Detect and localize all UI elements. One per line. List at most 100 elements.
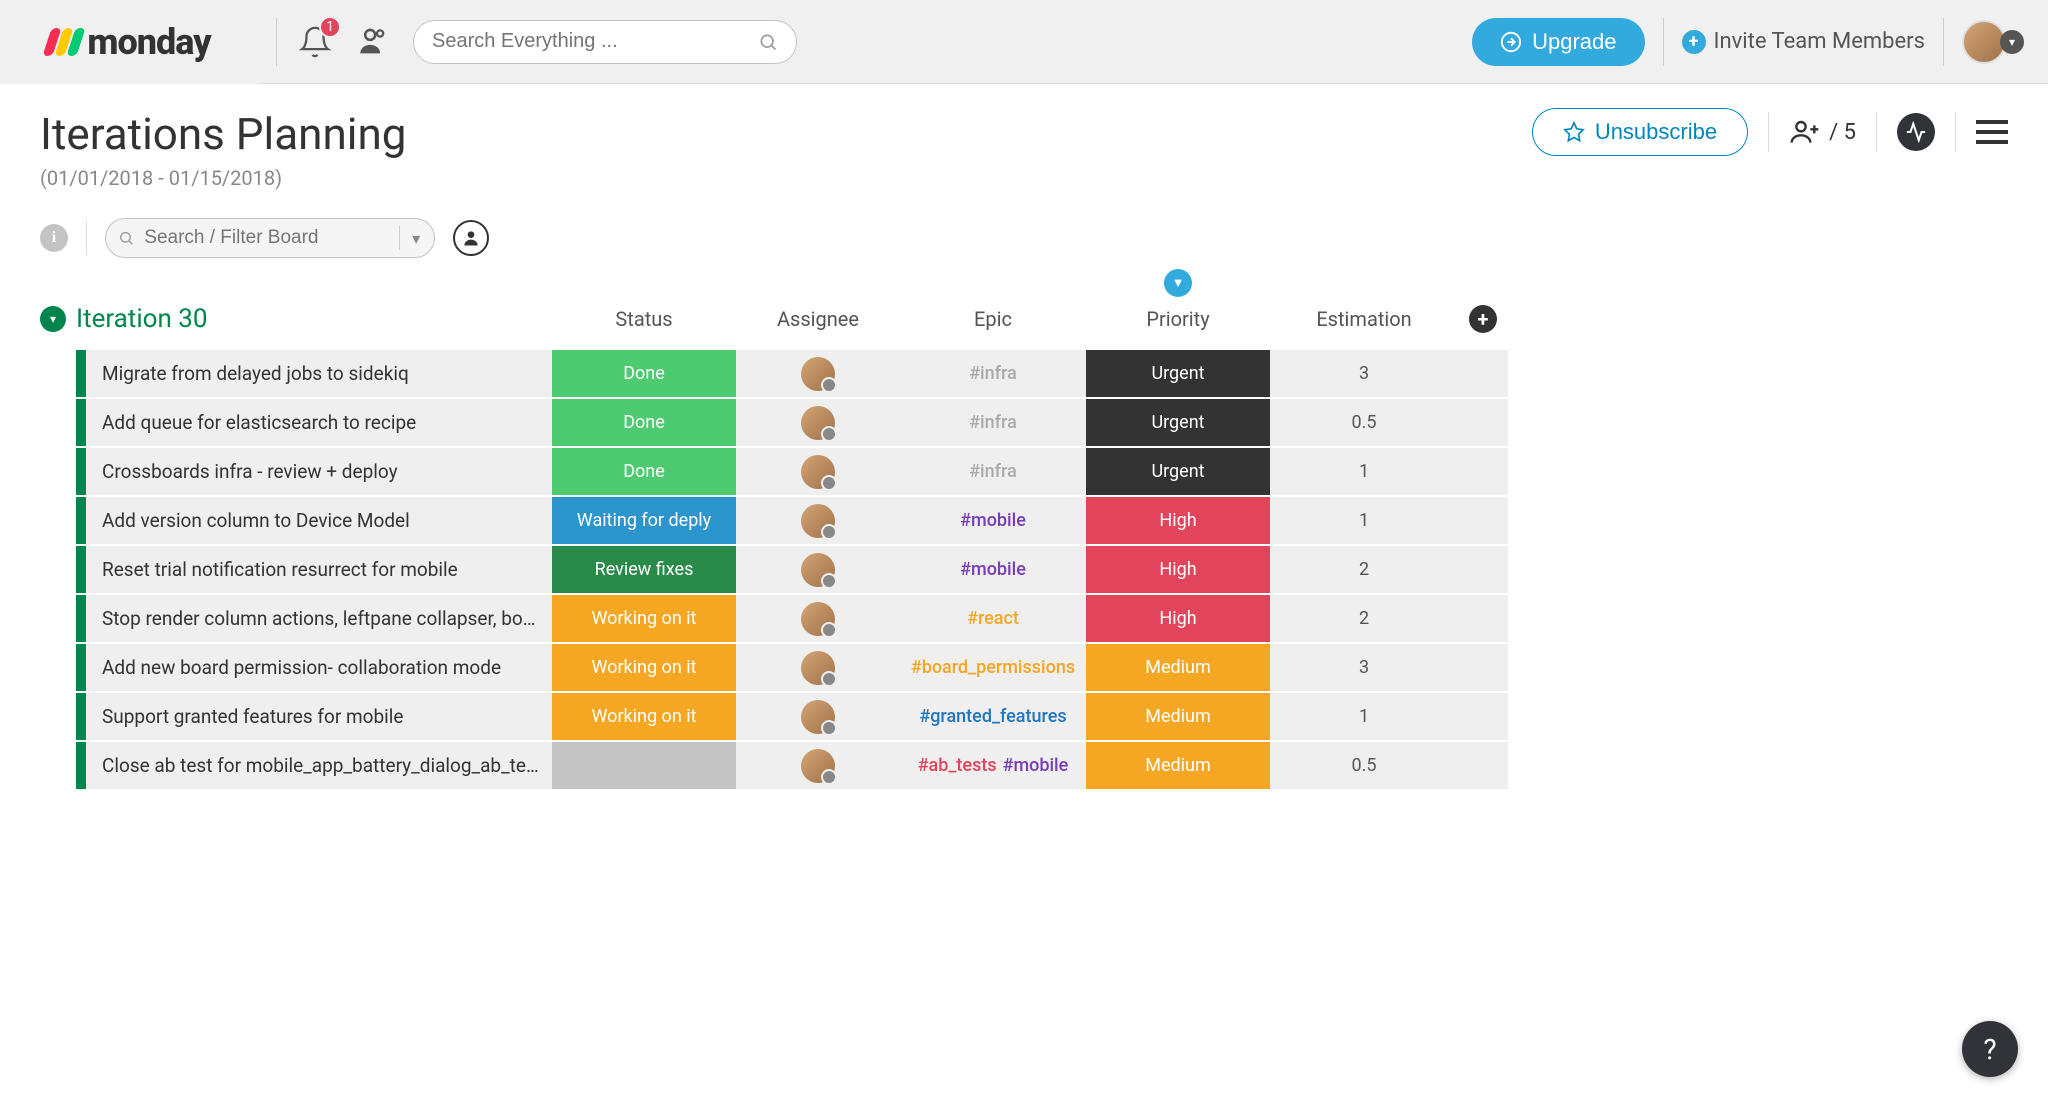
table-row[interactable]: Reset trial notification resurrect for m… [40, 546, 2008, 593]
epic-cell[interactable]: #infra [900, 399, 1086, 446]
assignee-cell[interactable] [736, 644, 900, 691]
board-members-button[interactable]: / 5 [1789, 116, 1856, 148]
epic-tag[interactable]: #mobile [960, 510, 1026, 531]
invite-members-button[interactable]: + Invite Team Members [1682, 29, 1925, 54]
status-cell[interactable]: Working on it [552, 693, 736, 740]
column-header-assignee[interactable]: Assignee [736, 305, 900, 333]
priority-cell[interactable]: High [1086, 595, 1270, 642]
sort-indicator-icon[interactable]: ▼ [1164, 269, 1192, 297]
epic-tag[interactable]: #ab_tests [918, 755, 997, 776]
assignee-cell[interactable] [736, 350, 900, 397]
table-row[interactable]: Add queue for elasticsearch to recipeDon… [40, 399, 2008, 446]
column-header-epic[interactable]: Epic [900, 305, 1086, 333]
priority-cell[interactable]: Urgent [1086, 399, 1270, 446]
chevron-down-icon[interactable]: ▾ [399, 226, 422, 250]
info-button[interactable]: i [40, 224, 68, 252]
table-row[interactable]: Close ab test for mobile_app_battery_dia… [40, 742, 2008, 789]
user-menu[interactable]: ▾ [1962, 20, 2024, 64]
assignee-cell[interactable] [736, 399, 900, 446]
epic-tag[interactable]: #mobile [960, 559, 1026, 580]
epic-tag[interactable]: #infra [969, 363, 1017, 384]
epic-tag[interactable]: #infra [969, 412, 1017, 433]
assignee-cell[interactable] [736, 497, 900, 544]
priority-cell[interactable]: High [1086, 546, 1270, 593]
estimation-cell[interactable]: 1 [1270, 448, 1458, 495]
row-title[interactable]: Crossboards infra - review + deploy [86, 448, 552, 495]
estimation-cell[interactable]: 0.5 [1270, 742, 1458, 789]
table-row[interactable]: Crossboards infra - review + deployDone #… [40, 448, 2008, 495]
board-filter[interactable]: ▾ [105, 218, 435, 258]
epic-tag[interactable]: #granted_features [919, 706, 1066, 727]
activity-button[interactable] [1897, 113, 1935, 151]
estimation-cell[interactable]: 2 [1270, 595, 1458, 642]
add-column-button[interactable]: + [1469, 305, 1497, 333]
help-button[interactable]: ? [1962, 1021, 2018, 1077]
status-cell[interactable]: Waiting for deply [552, 497, 736, 544]
table-row[interactable]: Stop render column actions, leftpane col… [40, 595, 2008, 642]
epic-tag[interactable]: #board_permissions [911, 657, 1075, 678]
priority-cell[interactable]: Urgent [1086, 350, 1270, 397]
logo[interactable]: monday [0, 0, 258, 84]
table-row[interactable]: Add version column to Device ModelWaitin… [40, 497, 2008, 544]
estimation-cell[interactable]: 1 [1270, 497, 1458, 544]
status-cell[interactable]: Done [552, 399, 736, 446]
global-search-input[interactable] [432, 30, 758, 53]
epic-cell[interactable]: #board_permissions [900, 644, 1086, 691]
row-title[interactable]: Add new board permission- collaboration … [86, 644, 552, 691]
column-header-status[interactable]: Status [552, 305, 736, 333]
status-cell[interactable]: Working on it [552, 595, 736, 642]
epic-cell[interactable]: #ab_tests #mobile [900, 742, 1086, 789]
table-row[interactable]: Migrate from delayed jobs to sidekiqDone… [40, 350, 2008, 397]
epic-cell[interactable]: #infra [900, 448, 1086, 495]
board-filter-input[interactable] [144, 227, 389, 249]
estimation-cell[interactable]: 0.5 [1270, 399, 1458, 446]
priority-cell[interactable]: High [1086, 497, 1270, 544]
unsubscribe-button[interactable]: Unsubscribe [1532, 108, 1748, 156]
inbox-button[interactable] [353, 22, 393, 62]
assignee-cell[interactable] [736, 546, 900, 593]
epic-cell[interactable]: #mobile [900, 497, 1086, 544]
status-cell[interactable]: Review fixes [552, 546, 736, 593]
status-cell[interactable]: Done [552, 448, 736, 495]
column-header-estimation[interactable]: Estimation [1270, 305, 1458, 333]
assignee-cell[interactable] [736, 595, 900, 642]
status-cell[interactable]: Working on it [552, 644, 736, 691]
row-title[interactable]: Add queue for elasticsearch to recipe [86, 399, 552, 446]
status-cell[interactable] [552, 742, 736, 789]
board-menu-button[interactable] [1976, 116, 2008, 148]
row-title[interactable]: Close ab test for mobile_app_battery_dia… [86, 742, 552, 789]
group-title[interactable]: Iteration 30 [76, 304, 552, 334]
epic-tag[interactable]: #mobile [1003, 755, 1069, 776]
priority-cell[interactable]: Medium [1086, 644, 1270, 691]
status-cell[interactable]: Done [552, 350, 736, 397]
row-title[interactable]: Add version column to Device Model [86, 497, 552, 544]
row-title[interactable]: Support granted features for mobile [86, 693, 552, 740]
row-title[interactable]: Stop render column actions, leftpane col… [86, 595, 552, 642]
epic-cell[interactable]: #granted_features [900, 693, 1086, 740]
priority-cell[interactable]: Medium [1086, 693, 1270, 740]
column-header-priority[interactable]: ▼ Priority [1086, 305, 1270, 333]
upgrade-button[interactable]: Upgrade [1472, 18, 1644, 66]
epic-cell[interactable]: #mobile [900, 546, 1086, 593]
row-title[interactable]: Reset trial notification resurrect for m… [86, 546, 552, 593]
priority-cell[interactable]: Medium [1086, 742, 1270, 789]
assignee-cell[interactable] [736, 742, 900, 789]
table-row[interactable]: Add new board permission- collaboration … [40, 644, 2008, 691]
epic-cell[interactable]: #react [900, 595, 1086, 642]
estimation-cell[interactable]: 2 [1270, 546, 1458, 593]
notifications-button[interactable]: 1 [295, 22, 335, 62]
priority-cell[interactable]: Urgent [1086, 448, 1270, 495]
table-row[interactable]: Support granted features for mobileWorki… [40, 693, 2008, 740]
person-filter-button[interactable] [453, 220, 489, 256]
epic-cell[interactable]: #infra [900, 350, 1086, 397]
assignee-cell[interactable] [736, 448, 900, 495]
estimation-cell[interactable]: 3 [1270, 644, 1458, 691]
global-search[interactable] [413, 20, 797, 64]
estimation-cell[interactable]: 1 [1270, 693, 1458, 740]
estimation-cell[interactable]: 3 [1270, 350, 1458, 397]
group-collapse-button[interactable]: ▾ [40, 306, 66, 332]
epic-tag[interactable]: #react [967, 608, 1019, 629]
row-title[interactable]: Migrate from delayed jobs to sidekiq [86, 350, 552, 397]
epic-tag[interactable]: #infra [969, 461, 1017, 482]
assignee-cell[interactable] [736, 693, 900, 740]
